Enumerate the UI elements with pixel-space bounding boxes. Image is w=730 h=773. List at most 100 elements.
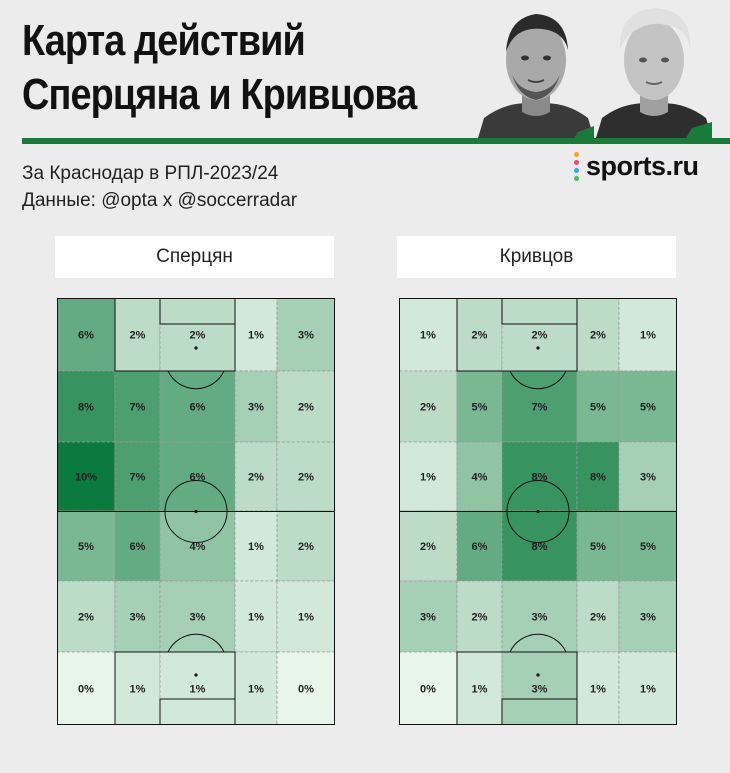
heatmap-cell	[576, 651, 620, 725]
heatmap-cell	[57, 370, 116, 443]
page-title: Карта действий Сперцяна и Кривцова	[22, 14, 417, 122]
heatmap-cell-label: 3%	[420, 612, 436, 624]
pitch-marking	[456, 298, 578, 372]
player-portrait-spertsyan	[478, 0, 594, 138]
heatmap-cell	[234, 441, 278, 512]
brand-dots-icon	[572, 150, 582, 182]
heatmap-cell	[576, 370, 620, 443]
heatmap-cell	[159, 370, 236, 443]
pitch-marking	[167, 633, 225, 653]
heatmap-cell	[576, 580, 620, 653]
pitch-marking	[159, 698, 236, 725]
heatmap-cell-label: 8%	[532, 541, 548, 553]
heatmap-cell	[618, 370, 677, 443]
heatmap-cell-label: 2%	[190, 330, 206, 342]
heatmap-cell	[114, 651, 161, 725]
subtitle-season: За Краснодар в РПЛ-2023/24	[22, 163, 279, 184]
pitch-marking	[194, 346, 198, 350]
heatmap-cell	[501, 651, 578, 725]
heatmap-cell	[456, 651, 503, 725]
heatmap-cell-label: 7%	[130, 472, 146, 484]
pitch-marking	[456, 651, 578, 725]
player-label-krivtsov: Кривцов	[397, 236, 676, 278]
heatmap-cell	[456, 370, 503, 443]
heatmap-cell-label: 10%	[75, 472, 97, 484]
heatmap-cell-label: 3%	[190, 612, 206, 624]
pitch-marking	[536, 346, 540, 350]
heatmap-cell	[57, 651, 116, 725]
heatmap-cell-label: 2%	[298, 472, 314, 484]
heatmap-cell-label: 8%	[78, 402, 94, 414]
heatmap-cell-label: 6%	[130, 541, 146, 553]
title-line-1: Карта действий	[22, 16, 306, 65]
heatmap-cell	[501, 510, 578, 582]
heatmap-cell	[114, 510, 161, 582]
heatmap-cell-label: 6%	[190, 472, 206, 484]
heatmap-spertsyan: 6% 2% 2% 1% 3% 8% 7% 6% 3% 2% 10% 7% 6% 2% 2% 5% 6% 4% 1% 2…	[57, 298, 335, 725]
heatmap-cell	[234, 510, 278, 582]
heatmap-krivtsov: 1% 2% 2% 2% 1% 2% 5% 7% 5% 5% 1% 4% 8% 8% 3% 2% 6% 8% 5% 5%…	[399, 298, 677, 725]
heatmap-cell-label: 2%	[532, 330, 548, 342]
heatmap-cell-label: 1%	[590, 684, 606, 696]
heatmap-cell	[276, 441, 335, 512]
heatmap-cell-label: 1%	[190, 684, 206, 696]
heatmap-cell-label: 8%	[532, 472, 548, 484]
heatmap-cell	[618, 510, 677, 582]
subtitle-source: Данные: @opta x @soccerradar	[22, 190, 298, 211]
pitch-marking	[114, 298, 236, 372]
pitch-marking	[536, 509, 540, 514]
heatmap-cell-label: 3%	[130, 612, 146, 624]
pitch-marking	[509, 633, 567, 653]
heatmap-cell-label: 2%	[590, 330, 606, 342]
brand-logo: sports.ru	[572, 150, 699, 182]
heatmap-cell-label: 2%	[590, 612, 606, 624]
heatmap-cell-label: 1%	[420, 330, 436, 342]
pitch-marking	[194, 509, 198, 514]
heatmap-cell-label: 2%	[472, 330, 488, 342]
heatmap-cell-label: 2%	[298, 541, 314, 553]
heatmap-cell	[114, 580, 161, 653]
header-divider	[22, 138, 730, 144]
heatmap-cell	[234, 651, 278, 725]
heatmap-cell-label: 4%	[472, 472, 488, 484]
subtitle: За Краснодар в РПЛ-2023/24 Данные: @opta…	[22, 160, 297, 214]
heatmap-cell	[618, 651, 677, 725]
heatmap-cell	[618, 298, 677, 372]
heatmap-cell-label: 0%	[78, 684, 94, 696]
heatmap-cell	[399, 370, 458, 443]
heatmap-cell	[159, 651, 236, 725]
player-label-spertsyan: Сперцян	[55, 236, 334, 278]
heatmap-cell-label: 1%	[472, 684, 488, 696]
heatmap-cell-label: 3%	[532, 612, 548, 624]
heatmap-cell-label: 1%	[298, 612, 314, 624]
heatmap-cell-label: 2%	[420, 402, 436, 414]
heatmap-cell-label: 0%	[420, 684, 436, 696]
heatmap-cell-label: 1%	[248, 541, 264, 553]
heatmap-cell-label: 2%	[472, 612, 488, 624]
heatmap-cell-label: 5%	[78, 541, 94, 553]
heatmap-cell	[276, 580, 335, 653]
pitch-marking	[501, 698, 578, 725]
heatmap-cell-label: 2%	[248, 472, 264, 484]
heatmap-cell-label: 1%	[248, 330, 264, 342]
heatmap-cell-label: 7%	[130, 402, 146, 414]
pitch-marking	[159, 298, 236, 325]
heatmap-cell	[501, 580, 578, 653]
pitch-marking	[501, 298, 578, 325]
pitch-marking	[536, 673, 540, 677]
heatmap-cell-label: 2%	[298, 402, 314, 414]
heatmap-cell-label: 3%	[248, 402, 264, 414]
heatmap-cell-label: 2%	[78, 612, 94, 624]
heatmap-cell	[276, 298, 335, 372]
heatmap-cell	[159, 510, 236, 582]
heatmap-cell-label: 3%	[532, 684, 548, 696]
heatmap-cell-label: 6%	[472, 541, 488, 553]
pitch-marking	[114, 651, 236, 725]
heatmap-cell-label: 1%	[640, 684, 656, 696]
heatmap-cell	[456, 441, 503, 512]
heatmap-cell-label: 7%	[532, 402, 548, 414]
heatmap-cell-label: 4%	[190, 541, 206, 553]
heatmap-cell-label: 5%	[590, 402, 606, 414]
pitch-marking	[194, 673, 198, 677]
heatmap-cell-label: 8%	[590, 472, 606, 484]
